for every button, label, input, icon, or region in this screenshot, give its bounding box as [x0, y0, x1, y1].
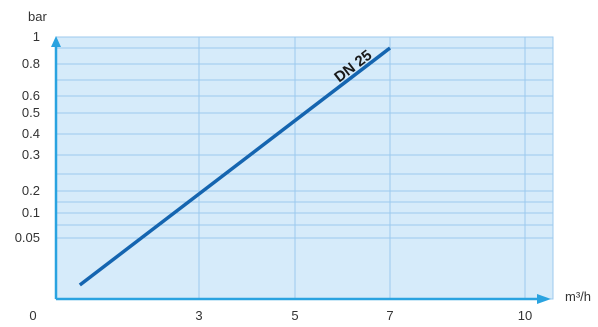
y-tick-label: 0.5: [22, 105, 40, 120]
plot-area: [56, 37, 553, 299]
y-tick-label: 0.6: [22, 88, 40, 103]
y-tick-label: 0.1: [22, 205, 40, 220]
series-line: [78, 46, 392, 287]
x-tick-labels: 0 3 5 7 10: [29, 308, 532, 323]
y-tick-label: 0.4: [22, 126, 40, 141]
x-axis-arrow-icon: [537, 294, 551, 304]
grid: [55, 36, 554, 300]
x-tick-label: 10: [518, 308, 532, 323]
axes: [51, 36, 551, 304]
y-tick-labels: 1 0.8 0.6 0.5 0.4 0.3 0.2 0.1 0.05: [15, 29, 40, 245]
y-tick-label: 0.3: [22, 147, 40, 162]
x-tick-label: 7: [386, 308, 393, 323]
x-tick-label: 5: [291, 308, 298, 323]
y-axis-arrow-icon: [51, 36, 61, 47]
y-tick-label: 0.2: [22, 183, 40, 198]
y-tick-label: 1: [33, 29, 40, 44]
y-tick-label: 0.05: [15, 230, 40, 245]
y-axis-unit: bar: [28, 9, 47, 24]
y-tick-label: 0.8: [22, 56, 40, 71]
x-tick-label: 3: [195, 308, 202, 323]
x-axis-unit: m³/h: [565, 289, 591, 304]
x-tick-label: 0: [29, 308, 36, 323]
